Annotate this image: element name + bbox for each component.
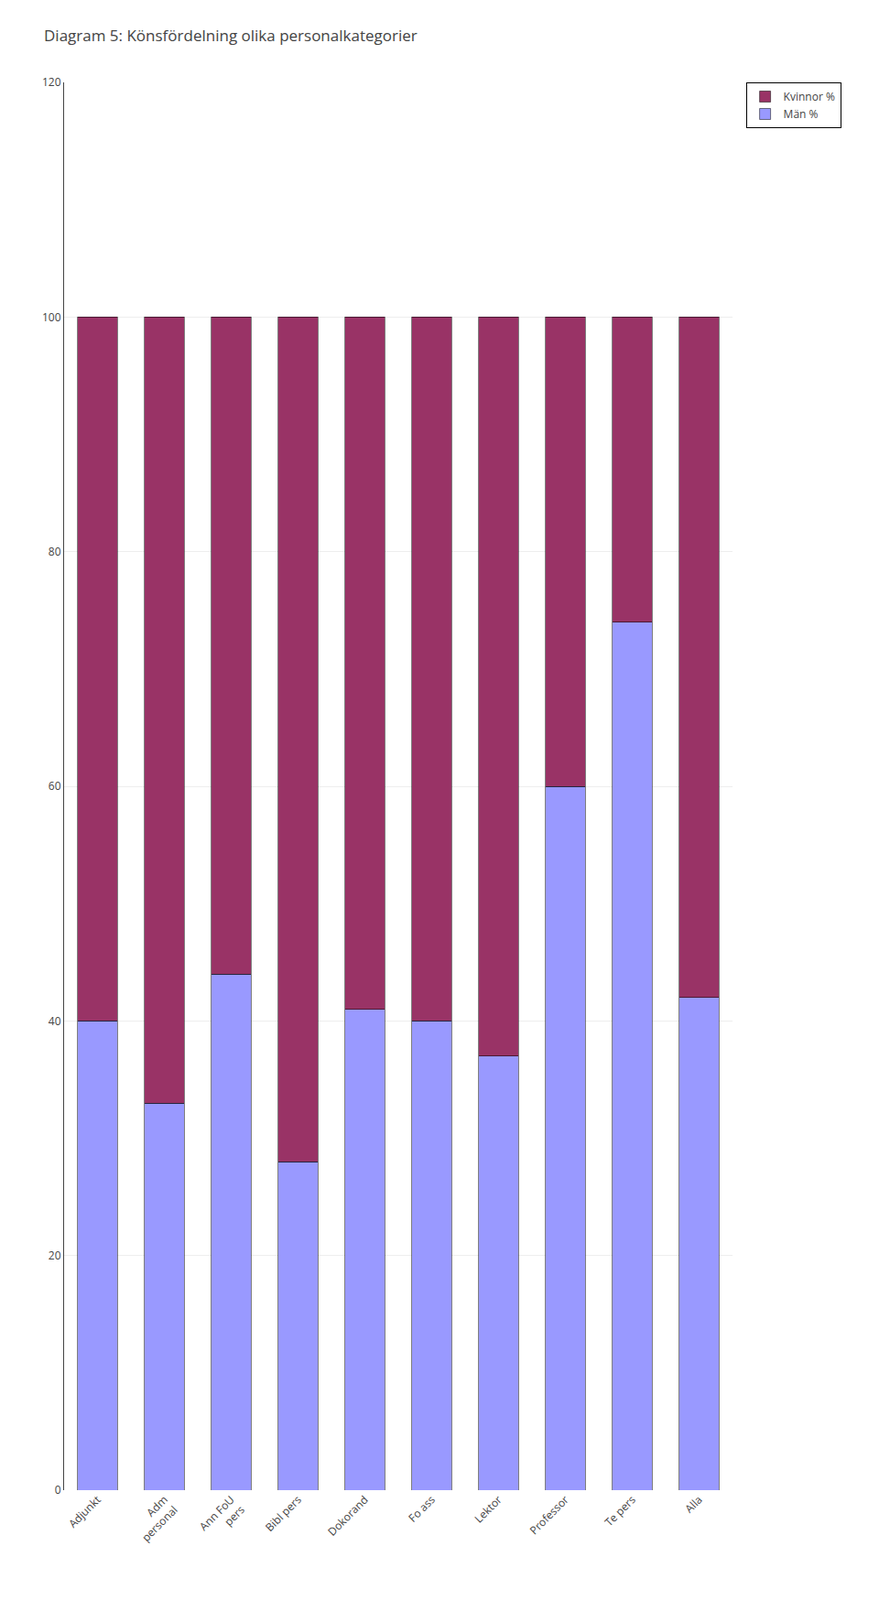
svg-text:120: 120: [42, 74, 62, 90]
svg-text:60: 60: [48, 778, 62, 794]
svg-text:20: 20: [48, 1247, 62, 1264]
svg-text:Ann FoUpers: Ann FoUpers: [195, 1492, 249, 1545]
svg-text:Kvinnor %: Kvinnor %: [783, 88, 836, 105]
svg-text:Adjunkt: Adjunkt: [65, 1492, 105, 1532]
svg-text:100: 100: [42, 309, 62, 326]
svg-text:Diagram 5: Könsfördelning olik: Diagram 5: Könsfördelning olika personal…: [43, 24, 418, 46]
svg-text:Dokorand: Dokorand: [324, 1492, 371, 1540]
svg-text:Admpersonal: Admpersonal: [128, 1492, 182, 1546]
svg-text:80: 80: [48, 543, 62, 560]
svg-text:Män %: Män %: [783, 106, 819, 122]
svg-text:Bibl pers: Bibl pers: [261, 1492, 305, 1536]
svg-text:0: 0: [54, 1482, 62, 1498]
svg-text:Lektor: Lektor: [470, 1492, 505, 1527]
svg-text:Alla: Alla: [681, 1492, 706, 1517]
svg-text:Professor: Professor: [526, 1492, 573, 1539]
svg-text:Te pers: Te pers: [600, 1492, 639, 1531]
svg-text:40: 40: [48, 1013, 62, 1030]
svg-text:Fo ass: Fo ass: [404, 1492, 439, 1527]
